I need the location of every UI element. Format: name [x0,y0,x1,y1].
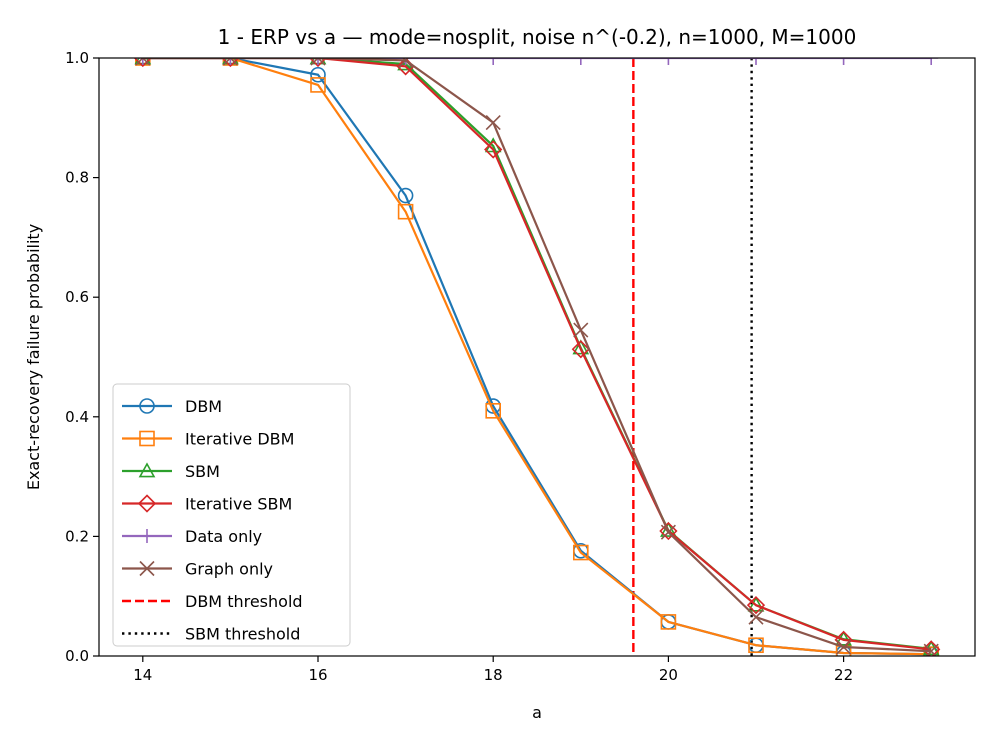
plot-area [133,58,941,656]
data-point [484,140,503,159]
y-tick-label: 0.4 [65,408,89,426]
data-point [135,58,150,65]
legend-entry-sbm: SBM [122,462,220,481]
y-axis-label: Exact-recovery failure probability [24,224,43,490]
legend-entry-graph-only: Graph only [122,560,273,579]
data-point [222,58,238,66]
legend-marker [140,529,154,543]
data-point [660,524,676,540]
x-axis-label: a [532,703,542,722]
data-point [398,58,413,65]
legend-label: SBM [185,462,220,481]
data-point [311,58,325,65]
x-tick-label: 22 [834,666,853,684]
data-point [924,58,939,65]
data-point [659,521,678,541]
data-point [749,58,763,65]
legend-label: DBM [185,397,222,416]
legend-label: Iterative SBM [185,495,292,514]
data-point [836,639,852,655]
data-point [223,58,238,65]
data-point [221,58,240,68]
legend-label: DBM threshold [185,592,303,611]
data-point [485,115,501,131]
axes: 14 16 18 20 22 0.0 0.2 0.4 0.6 0.8 1.0 [65,49,976,684]
x-tick-label: 16 [308,666,327,684]
data-point [748,637,764,654]
legend-entry-dbm-threshold: DBM threshold [122,592,303,611]
data-point [486,58,501,65]
legend-marker [139,430,155,447]
series-graph-only [135,58,939,656]
data-point [310,77,326,93]
y-tick-label: 1.0 [65,49,89,67]
legend-marker [138,462,156,478]
axes-frame [98,57,976,657]
data-point [746,596,766,615]
y-tick-label: 0.0 [65,647,89,665]
data-point [572,544,589,561]
legend-marker [139,398,155,414]
data-point [747,596,765,612]
data-point [135,58,151,66]
data-point [571,340,590,359]
legend-entry-iterative-dbm: Iterative DBM [122,430,294,449]
series-line [142,58,932,651]
x-tick-label: 14 [133,666,152,684]
y-tick-label: 0.6 [65,288,89,306]
series-line [142,58,932,656]
data-point [308,58,328,68]
legend-marker [137,494,157,513]
data-point [836,58,851,65]
series-line [142,58,932,653]
data-point [398,58,414,68]
legend-marker [139,560,155,577]
y-tick-label: 0.2 [65,527,89,545]
data-point [748,609,764,625]
legend-entry-dbm: DBM [122,397,222,416]
legend-label: Data only [185,527,262,546]
data-point [485,403,502,419]
data-point [310,58,326,66]
data-point [397,187,414,204]
data-point [573,58,588,65]
x-tick-label: 20 [659,666,678,684]
legend-entry-iterative-sbm: Iterative SBM [122,494,292,514]
data-point [397,203,414,220]
data-point [572,339,590,355]
legend-entry-sbm-threshold: SBM threshold [122,625,300,644]
series-data-only [135,58,939,65]
y-tick-label: 0.8 [65,169,89,187]
chart-title: 1 - ERP vs a — mode=nosplit, noise n^(-0… [218,25,857,49]
x-tick-label: 18 [484,666,503,684]
plot-clipped-layer [133,58,941,656]
legend-entry-data-only: Data only [122,527,262,546]
data-point [661,58,676,65]
legend-label: Graph only [185,560,273,579]
legend-label: Iterative DBM [185,430,294,449]
data-point [660,614,677,630]
legend-box [112,383,351,647]
legend: DBM Iterative DBM SBM Iterative SBM Data onl… [112,383,351,647]
legend-label: SBM threshold [185,625,300,644]
data-point [573,322,589,338]
data-point [133,58,152,68]
data-point [310,66,326,83]
